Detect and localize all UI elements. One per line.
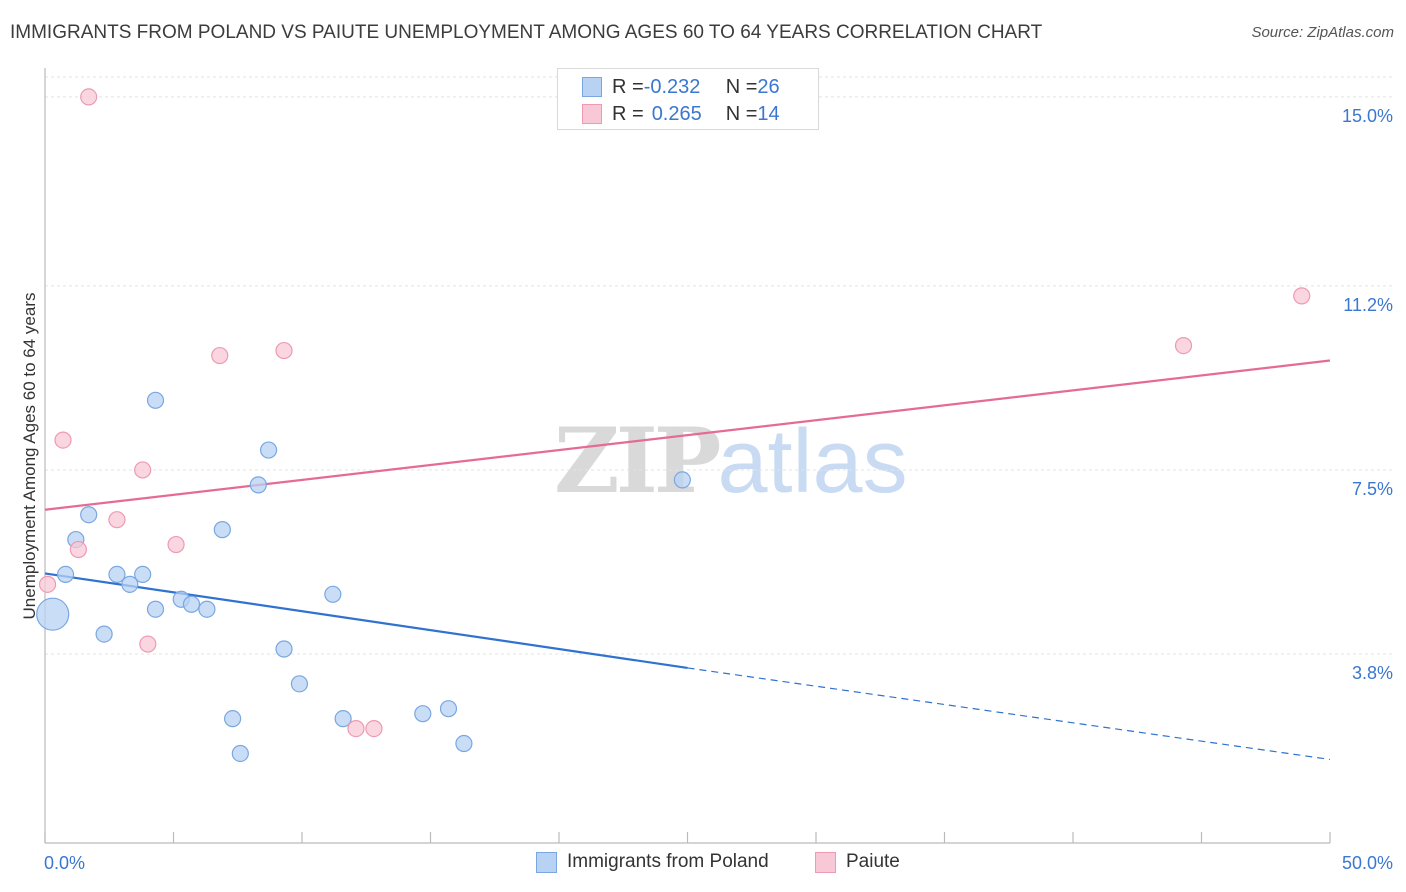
paiute-point [54, 431, 72, 449]
trend-lines [44, 359, 1331, 761]
y-tick-label: 11.2% [1343, 295, 1393, 315]
correlation-legend: R = -0.232 N = 26 R = 0.265 N = 14 [557, 68, 819, 130]
poland-trend-line [44, 572, 688, 670]
axes [44, 68, 1331, 844]
paiute-point [108, 511, 126, 529]
paiute-legend-swatch [815, 851, 836, 873]
paiute-n-label: N = [725, 102, 758, 125]
poland-legend-swatch [536, 851, 557, 873]
poland-r-label: R = [612, 75, 644, 98]
paiute-point [275, 341, 293, 360]
y-tick-label: 3.8% [1352, 663, 1393, 683]
poland-point [414, 705, 432, 723]
poland-point [134, 565, 152, 584]
poland-point [182, 595, 201, 613]
poland-point [334, 710, 352, 728]
paiute-r-value: 0.265 [651, 102, 702, 125]
paiute-trend-line [44, 359, 1331, 511]
poland-point [108, 565, 126, 584]
poland-point [121, 575, 139, 593]
grid-lines [45, 76, 1392, 655]
paiute-point [69, 540, 88, 559]
y-tick-label: 7.5% [1352, 479, 1393, 499]
legend-item-paiute[interactable]: Paiute [815, 851, 900, 873]
poland-point [198, 600, 216, 618]
poland-point [249, 476, 267, 494]
series-legend: Immigrants from Poland Paiute [0, 851, 1406, 877]
poland-swatch [582, 77, 602, 97]
paiute-point [365, 719, 383, 738]
poland-point [146, 391, 165, 409]
poland-legend-label: Immigrants from Poland [567, 851, 769, 872]
paiute-point [134, 461, 152, 479]
poland-point [213, 521, 231, 539]
poland-point [146, 600, 165, 618]
y-tick-label: 15.0% [1342, 106, 1393, 126]
watermark-zip: ZIP [554, 408, 721, 514]
paiute-point [347, 719, 365, 738]
paiute-point [38, 575, 57, 593]
poland-n-value: 26 [757, 75, 780, 98]
paiute-point [1293, 287, 1311, 305]
legend-item-poland[interactable]: Immigrants from Poland [536, 851, 769, 873]
x-tick-label-max: 50.0% [1342, 853, 1393, 873]
poland-point [455, 734, 473, 753]
source-label: Source: ZipAtlas.com [1251, 24, 1394, 41]
poland-point [673, 471, 691, 489]
poland-n-label: N = [725, 75, 758, 98]
poland-trend-extension [687, 667, 1331, 761]
poland-r-value: -0.232 [643, 75, 701, 98]
poland-point [95, 625, 113, 643]
legend-row-paiute: R = 0.265 N = 14 [582, 101, 780, 127]
poland-point [275, 640, 293, 658]
poland-point [439, 700, 458, 718]
paiute-point [167, 535, 185, 554]
poland-point [80, 506, 98, 524]
paiute-swatch [582, 104, 602, 124]
poland-point [259, 441, 278, 459]
paiute-n-value: 14 [757, 102, 780, 125]
paiute-point [1174, 336, 1193, 355]
poland-point [56, 565, 75, 584]
poland-point [231, 744, 249, 763]
poland-point [224, 710, 242, 728]
poland-point [36, 597, 70, 631]
x-tick-label-min: 0.0% [44, 853, 85, 873]
tick-labels: 3.8% 7.5% 11.2% 15.0% 0.0% 50.0% [44, 106, 1393, 873]
paiute-r-label: R = [612, 102, 644, 125]
poland-point [324, 585, 342, 603]
paiute-point [211, 346, 229, 365]
data-points [36, 88, 1311, 763]
paiute-point [139, 635, 157, 653]
paiute-point [80, 88, 98, 106]
legend-row-poland: R = -0.232 N = 26 [582, 74, 780, 100]
y-axis-label: Unemployment Among Ages 60 to 64 years [20, 292, 39, 620]
paiute-legend-label: Paiute [846, 851, 900, 872]
poland-point [290, 675, 309, 693]
chart-title: IMMIGRANTS FROM POLAND VS PAIUTE UNEMPLO… [10, 22, 1043, 43]
